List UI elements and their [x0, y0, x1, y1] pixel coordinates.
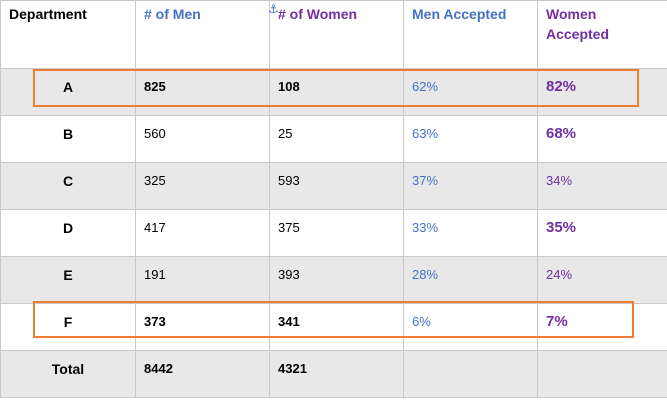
- table-row: E 191 393 28% 24%: [0, 256, 667, 304]
- dept-label: A: [62, 79, 74, 95]
- women-accepted-pct: 35%: [546, 219, 577, 236]
- header-women-accepted: Women Accepted: [546, 4, 609, 44]
- header-women-accepted-line2: Accepted: [546, 26, 610, 42]
- women-accepted-pct: 7%: [546, 313, 568, 330]
- women-pct-cell: 24%: [537, 256, 667, 304]
- men-pct-cell: 33%: [403, 209, 538, 257]
- total-label-cell: Total: [0, 350, 136, 398]
- men-accepted-pct: 62%: [412, 79, 439, 94]
- table-row: F 373 341 6% 7%: [0, 303, 667, 351]
- total-women: 4321: [278, 361, 307, 376]
- men-cell: 417: [135, 209, 270, 257]
- women-count: 341: [278, 314, 300, 329]
- dept-cell: B: [0, 115, 136, 163]
- men-cell: 191: [135, 256, 270, 304]
- header-cell-women-accepted: Women Accepted: [537, 0, 667, 69]
- men-count: 825: [144, 79, 166, 94]
- men-pct-cell: 37%: [403, 162, 538, 210]
- men-cell: 560: [135, 115, 270, 163]
- highlight-box-row-f: [33, 301, 634, 338]
- women-cell: 25: [269, 115, 404, 163]
- total-women-cell: 4321: [269, 350, 404, 398]
- dept-cell: A: [0, 68, 136, 116]
- header-cell-men: # of Men: [135, 0, 270, 69]
- dept-label: D: [62, 220, 74, 236]
- men-pct-cell: 63%: [403, 115, 538, 163]
- dept-cell: E: [0, 256, 136, 304]
- women-count: 393: [278, 267, 300, 282]
- dept-label: E: [63, 267, 73, 283]
- table-row: B 560 25 63% 68%: [0, 115, 667, 163]
- total-row: Total 8442 4321: [0, 350, 667, 398]
- men-count: 191: [144, 267, 166, 282]
- women-count: 25: [278, 126, 293, 141]
- women-count: 593: [278, 173, 300, 188]
- highlight-box-row-a: [33, 69, 639, 107]
- header-department: Department: [9, 6, 87, 22]
- men-accepted-pct: 33%: [412, 220, 439, 235]
- men-count: 373: [144, 314, 166, 329]
- total-men-cell: 8442: [135, 350, 270, 398]
- dept-label: B: [62, 126, 74, 142]
- table-row: D 417 375 33% 35%: [0, 209, 667, 257]
- women-cell: 108: [269, 68, 404, 116]
- table-row: A 825 108 62% 82%: [0, 68, 667, 116]
- total-men: 8442: [144, 361, 173, 376]
- total-label: Total: [51, 361, 85, 377]
- anchor-icon: ⚓: [268, 2, 279, 16]
- women-cell: 393: [269, 256, 404, 304]
- total-empty-cell: [537, 350, 667, 398]
- header-women: # of Women: [278, 6, 358, 22]
- men-cell: 325: [135, 162, 270, 210]
- women-cell: 341: [269, 303, 404, 351]
- women-count: 375: [278, 220, 300, 235]
- dept-cell: C: [0, 162, 136, 210]
- header-men: # of Men: [144, 6, 201, 22]
- women-pct-cell: 35%: [537, 209, 667, 257]
- dept-label: F: [63, 314, 73, 330]
- dept-cell: D: [0, 209, 136, 257]
- table-row: C 325 593 37% 34%: [0, 162, 667, 210]
- total-empty-cell: [403, 350, 538, 398]
- women-pct-cell: 7%: [537, 303, 667, 351]
- men-accepted-pct: 63%: [412, 126, 439, 141]
- men-cell: 373: [135, 303, 270, 351]
- men-count: 417: [144, 220, 166, 235]
- header-cell-men-accepted: Men Accepted: [403, 0, 538, 69]
- men-pct-cell: 28%: [403, 256, 538, 304]
- header-row: Department # of Men # of Women Men Accep…: [0, 0, 667, 69]
- header-cell-department: Department: [0, 0, 136, 69]
- men-accepted-pct: 37%: [412, 173, 439, 188]
- women-accepted-pct: 82%: [546, 78, 577, 95]
- dept-label: C: [62, 173, 74, 189]
- women-pct-cell: 34%: [537, 162, 667, 210]
- men-count: 560: [144, 126, 166, 141]
- men-accepted-pct: 28%: [412, 267, 439, 282]
- women-accepted-pct: 24%: [546, 267, 573, 282]
- header-cell-women: # of Women: [269, 0, 404, 69]
- men-accepted-pct: 6%: [412, 314, 431, 329]
- header-women-accepted-line1: Women: [546, 6, 597, 22]
- header-men-accepted: Men Accepted: [412, 6, 507, 22]
- men-count: 325: [144, 173, 166, 188]
- women-pct-cell: 68%: [537, 115, 667, 163]
- women-cell: 593: [269, 162, 404, 210]
- men-pct-cell: 6%: [403, 303, 538, 351]
- women-accepted-pct: 34%: [546, 173, 573, 188]
- women-count: 108: [278, 79, 300, 94]
- women-cell: 375: [269, 209, 404, 257]
- women-accepted-pct: 68%: [546, 125, 577, 142]
